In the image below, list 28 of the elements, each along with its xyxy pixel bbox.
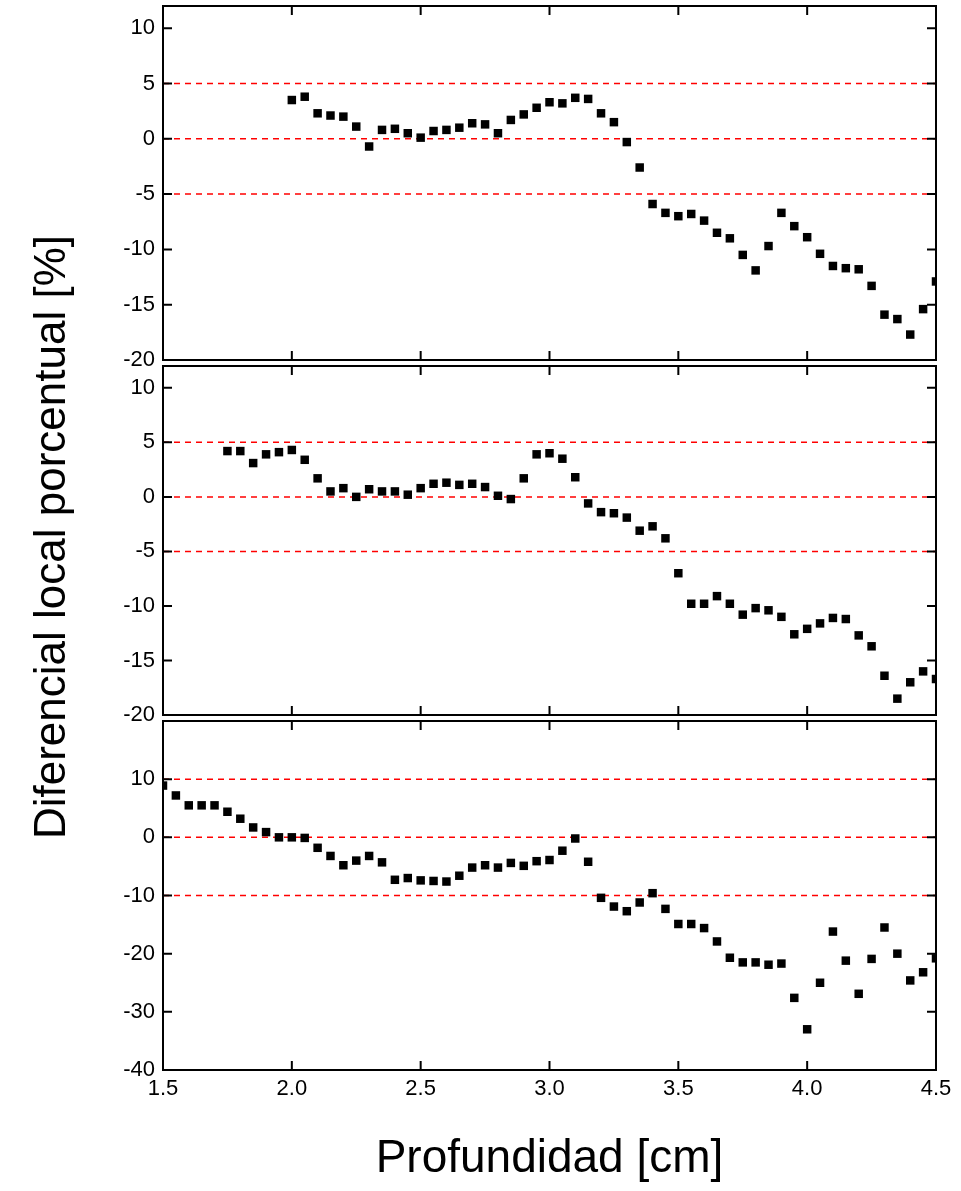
y-tick-label: -10	[123, 881, 155, 907]
y-tick-label: -5	[135, 180, 155, 206]
y-tick-label: 0	[142, 124, 155, 150]
y-tick-label: -10	[123, 235, 155, 261]
x-tick-label: 3.5	[663, 1075, 694, 1101]
y-tick-label: 10	[130, 373, 155, 399]
y-tick-label: -15	[123, 646, 155, 672]
x-tick-label: 4.5	[920, 1075, 952, 1101]
x-tick-label: 2.0	[276, 1075, 308, 1101]
y-tick-label: 5	[142, 428, 155, 454]
y-tick-label: -20	[123, 939, 155, 965]
x-tick-label: 2.5	[405, 1075, 436, 1101]
y-tick-label: -20	[123, 346, 155, 372]
y-axis-title: Diferencial local porcentual [%]	[25, 234, 75, 840]
y-tick-label: -30	[123, 997, 155, 1023]
x-tick-label: 4.0	[791, 1075, 823, 1101]
y-tick-label: -10	[123, 592, 155, 617]
y-tick-label: 0	[142, 482, 155, 508]
y-tick-label: -15	[123, 290, 155, 316]
x-tick-label: 3.0	[534, 1075, 565, 1101]
x-tick-label: 1.5	[147, 1075, 179, 1101]
y-tick-label: -20	[123, 701, 155, 727]
y-tick-label: 0	[142, 823, 155, 849]
y-tick-label: 10	[130, 765, 155, 791]
y-tick-label: -5	[135, 537, 155, 563]
y-tick-label: 10	[130, 14, 155, 40]
y-tick-label: 5	[142, 69, 155, 95]
x-axis-title: Profundidad [cm]	[375, 1130, 724, 1183]
